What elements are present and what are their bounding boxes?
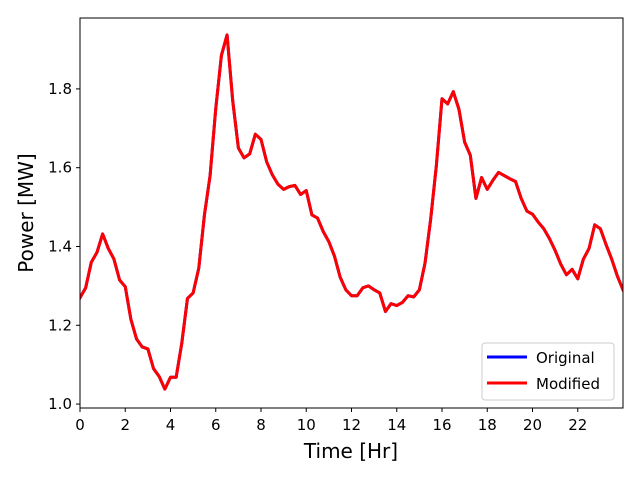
x-tick-label: 12 — [342, 416, 361, 434]
x-tick-label: 4 — [166, 416, 176, 434]
x-tick-label: 8 — [256, 416, 266, 434]
x-tick-label: 0 — [75, 416, 85, 434]
y-tick-label: 1.2 — [48, 316, 72, 334]
legend-label-modified: Modified — [536, 375, 600, 393]
x-tick-label: 14 — [387, 416, 406, 434]
plot-area — [80, 33, 623, 391]
y-tick-label: 1.4 — [48, 237, 72, 255]
x-tick-label: 16 — [432, 416, 451, 434]
x-axis-ticks: 0 2 4 6 8 10 12 14 16 18 20 22 — [75, 408, 587, 434]
x-axis-label: Time [Hr] — [303, 439, 398, 463]
x-tick-label: 10 — [297, 416, 316, 434]
y-tick-label: 1.8 — [48, 80, 72, 98]
x-tick-label: 18 — [478, 416, 497, 434]
y-axis-ticks: 1.0 1.2 1.4 1.6 1.8 — [48, 80, 80, 413]
series-line-modified — [80, 33, 623, 391]
x-tick-label: 6 — [211, 416, 221, 434]
x-tick-label: 20 — [523, 416, 542, 434]
y-axis-label: Power [MW] — [14, 153, 38, 272]
x-tick-label: 22 — [568, 416, 587, 434]
y-tick-label: 1.0 — [48, 395, 72, 413]
legend: Original Modified — [481, 342, 615, 401]
legend-label-original: Original — [536, 349, 595, 367]
y-tick-label: 1.6 — [48, 159, 72, 177]
series-layer — [80, 33, 623, 391]
x-tick-label: 2 — [120, 416, 130, 434]
